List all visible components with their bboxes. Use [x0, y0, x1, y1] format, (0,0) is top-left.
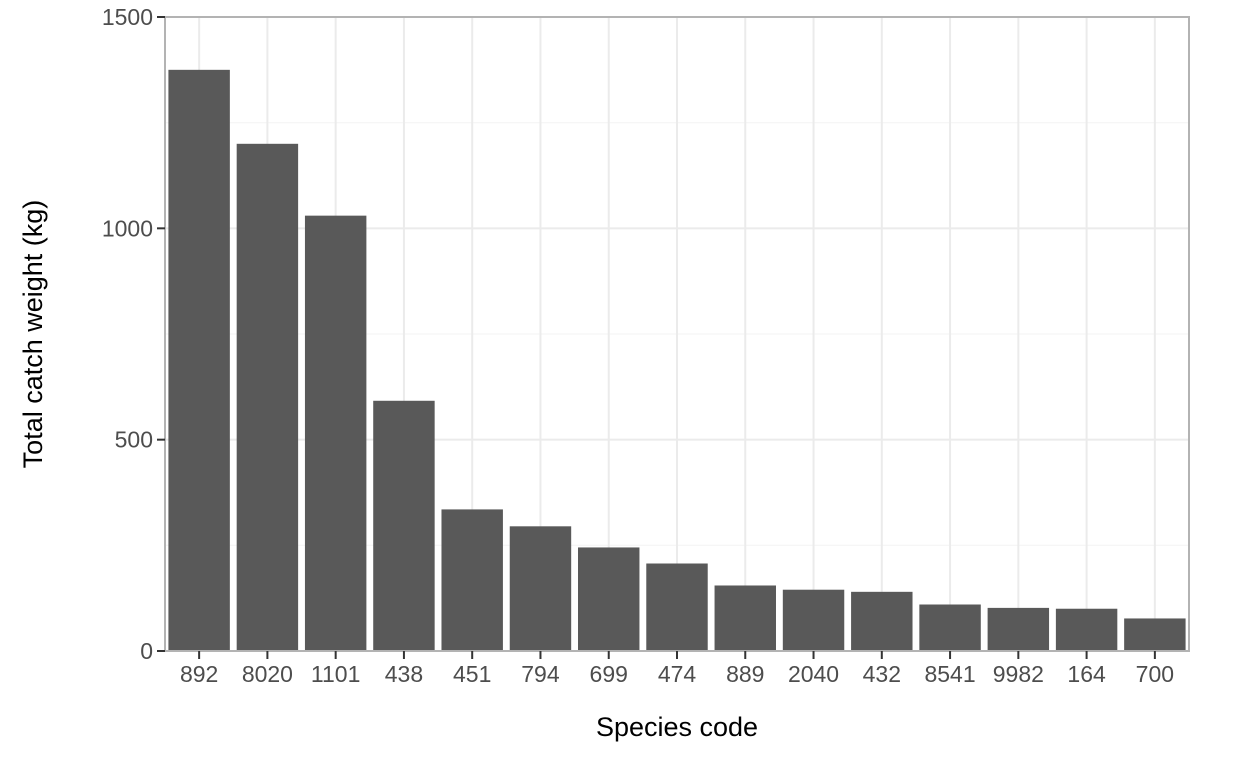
x-tick-label: 451	[453, 661, 491, 687]
y-axis-title: Total catch weight (kg)	[18, 200, 48, 469]
bar-8020	[236, 143, 299, 652]
x-axis: 892 8020 1101 438 451 794 699 474 889 2040 432 8541…	[180, 651, 1174, 687]
x-tick-label: 432	[863, 661, 901, 687]
bar-1101	[304, 215, 367, 652]
bar-432	[851, 591, 913, 651]
x-tick-label: 8541	[924, 661, 975, 687]
x-tick-label: 8020	[242, 661, 293, 687]
bar-164	[1055, 608, 1118, 651]
bar-889	[714, 585, 776, 651]
bars	[168, 69, 1186, 652]
x-tick-label: 699	[590, 661, 628, 687]
x-tick-label: 1101	[311, 661, 360, 687]
x-tick-label: 474	[658, 661, 697, 687]
x-tick-label: 438	[385, 661, 423, 687]
bar-892	[168, 69, 230, 652]
x-tick-label: 794	[521, 661, 560, 687]
bar-438	[373, 400, 435, 651]
bar-794	[509, 526, 572, 651]
y-tick-label: 500	[115, 427, 153, 453]
bar-474	[646, 563, 708, 651]
y-tick-label: 1500	[102, 4, 153, 30]
y-tick-label: 1000	[102, 215, 153, 241]
x-tick-label: 700	[1136, 661, 1174, 687]
y-tick-label: 0	[140, 638, 153, 664]
bar-9982	[987, 607, 1050, 651]
x-axis-title: Species code	[596, 712, 758, 742]
bar-699	[578, 547, 640, 651]
bar-8541	[919, 604, 981, 651]
x-tick-label: 164	[1067, 661, 1106, 687]
x-tick-label: 892	[180, 661, 218, 687]
x-tick-label: 889	[726, 661, 764, 687]
y-axis: 0 500 1000 1500	[102, 4, 165, 664]
x-tick-label: 9982	[993, 661, 1044, 687]
bar-700	[1124, 618, 1186, 651]
bar-2040	[782, 589, 845, 651]
x-tick-label: 2040	[788, 661, 839, 687]
bar-451	[441, 509, 503, 651]
